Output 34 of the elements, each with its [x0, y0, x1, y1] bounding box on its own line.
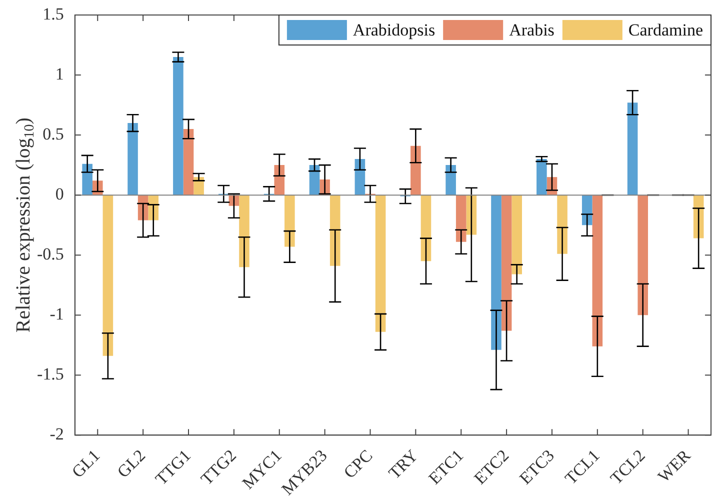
y-tick-label: -0.5 — [36, 244, 64, 264]
bar — [491, 195, 502, 350]
legend-label: Arabidopsis — [352, 20, 436, 40]
y-tick-label: 1 — [55, 64, 64, 84]
x-tick-label: GL2 — [114, 446, 150, 482]
bar — [330, 195, 340, 266]
bar — [239, 195, 250, 268]
x-tick-label: GL1 — [68, 446, 104, 482]
bar — [173, 57, 184, 196]
bar — [183, 129, 194, 196]
y-tick-label: -1.5 — [36, 364, 64, 384]
legend-label: Arabis — [509, 20, 554, 40]
bar — [102, 195, 114, 356]
bar — [410, 146, 421, 196]
bar — [627, 102, 638, 196]
bar — [638, 195, 648, 316]
y-tick-label: 0.5 — [42, 124, 64, 144]
bar — [557, 195, 568, 254]
y-axis-title: Relative expression (log10) — [12, 118, 38, 333]
bar — [536, 159, 547, 196]
bar — [456, 195, 466, 242]
y-tick-label: 1.5 — [42, 4, 64, 24]
y-tick-label: -2 — [50, 424, 64, 444]
y-tick-label: -1 — [50, 304, 64, 324]
y-tick-label: 0 — [55, 184, 64, 204]
bar — [420, 195, 432, 262]
bar — [375, 195, 386, 332]
bar — [501, 195, 512, 331]
legend-label: Cardamine — [628, 20, 704, 40]
bar — [284, 195, 295, 247]
bar — [592, 195, 603, 346]
bar — [128, 123, 138, 196]
bar — [512, 195, 522, 274]
x-tick-label: CPC — [340, 446, 376, 482]
